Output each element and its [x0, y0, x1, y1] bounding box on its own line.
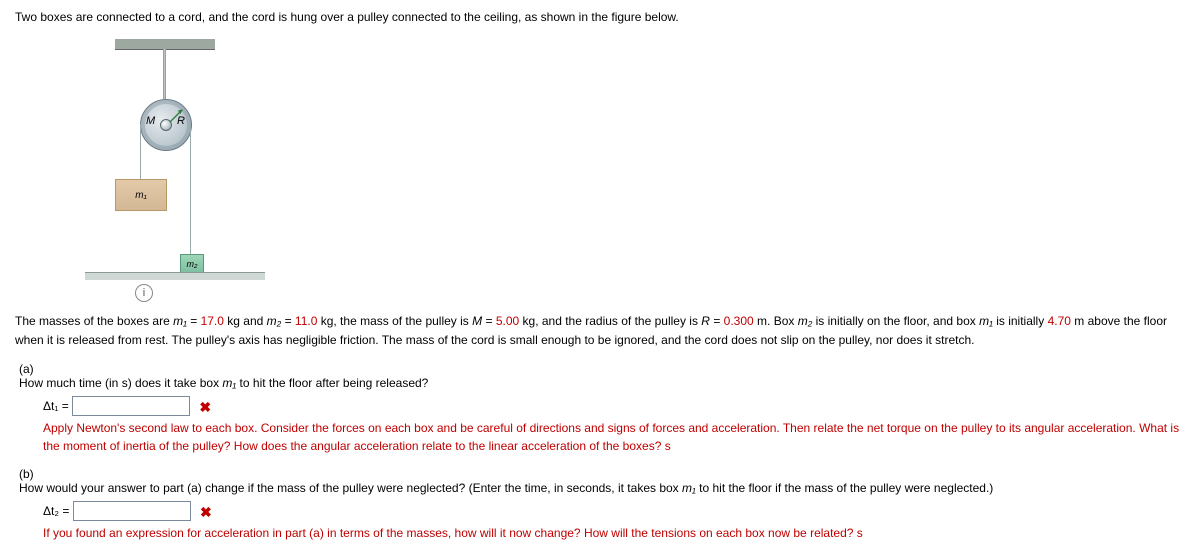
sym-M: M [472, 314, 482, 328]
txt: = [285, 314, 295, 328]
part-b-feedback: If you found an expression for accelerat… [15, 524, 1185, 542]
info-icon[interactable]: i [135, 284, 153, 302]
val-R: 0.300 [724, 314, 754, 328]
sym-m1: m₁ [682, 481, 696, 495]
part-a-feedback: Apply Newton's second law to each box. C… [15, 419, 1185, 455]
delta-t1-input[interactable] [72, 396, 190, 416]
part-b-answer-row: Δt₂ = ✖ [15, 501, 1185, 521]
val-m1: 17.0 [201, 314, 224, 328]
delta-t2-input[interactable] [73, 501, 191, 521]
pulley-radius-label: R [177, 115, 185, 127]
txt: = [190, 314, 200, 328]
txt: = [485, 314, 495, 328]
floor [85, 272, 265, 280]
sym-R: R [701, 314, 710, 328]
part-b-question-post: to hit the floor if the mass of the pull… [699, 481, 993, 495]
txt: is initially on the floor, and box [816, 314, 979, 328]
physics-figure: M R m₁ m₂ [85, 39, 285, 279]
incorrect-icon: ✖ [200, 504, 212, 520]
box-m2: m₂ [180, 254, 204, 274]
incorrect-icon: ✖ [199, 399, 211, 415]
txt: m. Box [757, 314, 798, 328]
box-m1: m₁ [115, 179, 167, 211]
part-b-label: (b) [19, 467, 43, 481]
pulley-mass-label: M [146, 115, 155, 127]
val-m2: 11.0 [295, 314, 317, 328]
val-M: 5.00 [496, 314, 519, 328]
part-a-label: (a) [19, 362, 43, 376]
txt: kg and [227, 314, 266, 328]
part-b-question-pre: How would your answer to part (a) change… [19, 481, 682, 495]
txt: kg, the mass of the pulley is [321, 314, 472, 328]
sym-m2: m₂ [267, 314, 282, 328]
part-a-answer-row: Δt₁ = ✖ [15, 396, 1185, 416]
hanger-rod [163, 49, 166, 99]
part-a: (a) How much time (in s) does it take bo… [15, 362, 1185, 390]
txt: The masses of the boxes are [15, 314, 173, 328]
txt: kg, and the radius of the pulley is [523, 314, 702, 328]
delta-t1-label: Δt₁ = [43, 399, 72, 413]
cord-right [190, 124, 191, 257]
txt: is initially [996, 314, 1047, 328]
intro-text: Two boxes are connected to a cord, and t… [15, 10, 1185, 24]
sym-m1: m₁ [173, 314, 187, 328]
part-a-question-post: to hit the floor after being released? [240, 376, 429, 390]
sym-m2b: m₂ [798, 314, 813, 328]
cord-left [140, 124, 141, 179]
part-a-question-pre: How much time (in s) does it take box [19, 376, 222, 390]
sym-m1b: m₁ [979, 314, 993, 328]
val-h: 4.70 [1048, 314, 1071, 328]
given-text: The masses of the boxes are m₁ = 17.0 kg… [15, 312, 1185, 350]
sym-m1: m₁ [222, 376, 236, 390]
txt: = [713, 314, 723, 328]
part-b: (b) How would your answer to part (a) ch… [15, 467, 1185, 495]
delta-t2-label: Δt₂ = [43, 504, 73, 518]
